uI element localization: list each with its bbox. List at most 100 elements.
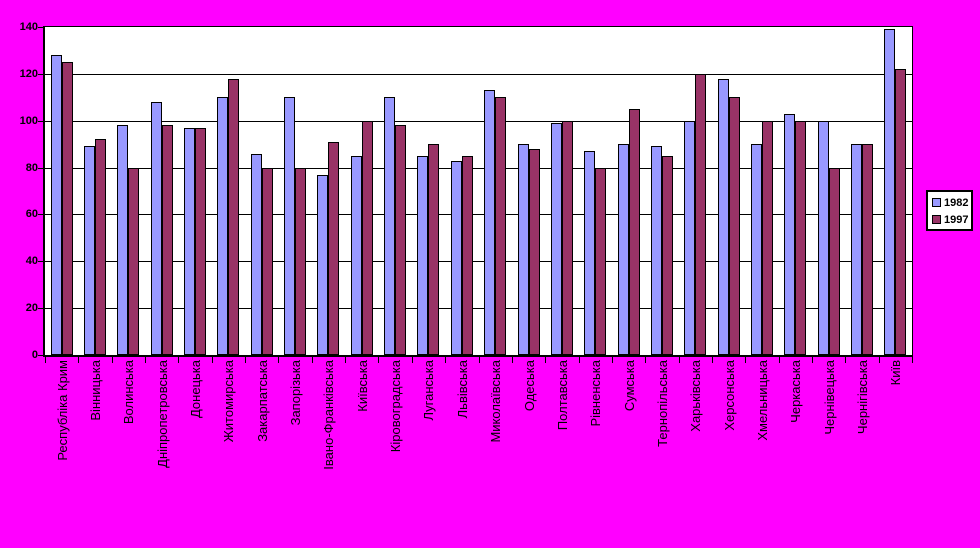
- legend-label-series-1: 1997: [944, 213, 969, 226]
- x-axis-tick-26: [912, 355, 913, 363]
- x-axis-label-18: Тернопільська: [655, 360, 670, 447]
- x-axis-tick-25: [879, 355, 880, 363]
- x-axis-label-4: Донецька: [188, 360, 203, 419]
- x-axis-tick-9: [345, 355, 346, 363]
- x-axis-label-12: Львівська: [455, 360, 470, 419]
- bar-1997-15: [562, 121, 573, 355]
- gridline-120: [45, 74, 912, 75]
- bar-1997-0: [62, 62, 73, 355]
- x-axis-label-20: Херсонська: [722, 360, 737, 431]
- x-axis-label-6: Закарпатська: [255, 360, 270, 442]
- x-axis-label-8: Івано-Франківська: [321, 360, 336, 470]
- bar-1982-7: [284, 97, 295, 355]
- x-axis-label-3: Дніпропетровська: [155, 360, 170, 468]
- x-axis-tick-1: [78, 355, 79, 363]
- y-axis-label-140: 140: [19, 21, 38, 33]
- x-axis-tick-12: [445, 355, 446, 363]
- x-axis-tick-4: [178, 355, 179, 363]
- x-axis-label-25: Київ: [888, 360, 903, 386]
- gridline-60: [45, 214, 912, 215]
- x-axis-tick-10: [378, 355, 379, 363]
- y-axis-tick-0: [38, 355, 45, 356]
- x-axis-label-10: Кіровоградська: [388, 360, 403, 453]
- y-axis-tick-20: [38, 308, 45, 309]
- x-axis-label-16: Рівненська: [588, 360, 603, 427]
- bar-1982-11: [417, 156, 428, 355]
- legend: 1982 1997: [926, 190, 973, 231]
- x-axis-label-14: Одеська: [522, 360, 537, 412]
- y-axis-tick-60: [38, 214, 45, 215]
- bar-1982-3: [151, 102, 162, 355]
- y-axis-tick-80: [38, 168, 45, 169]
- x-axis-label-13: Миколаївська: [488, 360, 503, 443]
- x-axis-label-15: Полтавська: [555, 360, 570, 431]
- bar-1982-20: [718, 79, 729, 355]
- x-axis-tick-16: [579, 355, 580, 363]
- y-axis-label-60: 60: [25, 208, 38, 220]
- y-axis-label-20: 20: [25, 302, 38, 314]
- x-axis-tick-22: [779, 355, 780, 363]
- y-axis-label-0: 0: [31, 349, 38, 361]
- bar-1982-9: [351, 156, 362, 355]
- bar-1997-20: [729, 97, 740, 355]
- bar-1997-7: [295, 168, 306, 355]
- x-axis-tick-15: [545, 355, 546, 363]
- x-axis-tick-2: [112, 355, 113, 363]
- bar-1997-14: [529, 149, 540, 355]
- bar-1997-9: [362, 121, 373, 355]
- bar-1997-3: [162, 125, 173, 355]
- bar-1997-24: [862, 144, 873, 355]
- bar-1997-8: [328, 142, 339, 355]
- bar-1997-2: [128, 168, 139, 355]
- x-axis-tick-3: [145, 355, 146, 363]
- bar-1982-0: [51, 55, 62, 355]
- y-axis-label-80: 80: [25, 162, 38, 174]
- bar-1982-22: [784, 114, 795, 355]
- y-axis-label-100: 100: [19, 115, 38, 127]
- bar-1997-10: [395, 125, 406, 355]
- bar-1997-17: [629, 109, 640, 355]
- bar-1997-23: [829, 168, 840, 355]
- x-axis-label-5: Житомирська: [221, 360, 236, 443]
- bar-1982-8: [317, 175, 328, 355]
- bar-1982-16: [584, 151, 595, 355]
- bar-1982-21: [751, 144, 762, 355]
- x-axis-tick-7: [278, 355, 279, 363]
- y-axis-label-120: 120: [19, 68, 38, 80]
- x-axis-tick-6: [245, 355, 246, 363]
- x-axis-tick-21: [745, 355, 746, 363]
- x-axis-tick-13: [479, 355, 480, 363]
- legend-swatch-1997-icon: [932, 215, 941, 224]
- x-axis-tick-5: [212, 355, 213, 363]
- bar-1982-14: [518, 144, 529, 355]
- bar-1997-4: [195, 128, 206, 355]
- bar-1997-19: [695, 74, 706, 355]
- bar-1982-19: [684, 121, 695, 355]
- legend-label-series-0: 1982: [944, 196, 969, 209]
- bar-1997-21: [762, 121, 773, 355]
- bar-1982-23: [818, 121, 829, 355]
- gridline-20: [45, 308, 912, 309]
- plot-area: [43, 26, 913, 357]
- bar-1982-2: [117, 125, 128, 355]
- gridline-100: [45, 121, 912, 122]
- x-axis-label-23: Чернівецька: [822, 360, 837, 435]
- bar-1982-6: [251, 154, 262, 355]
- bar-1982-5: [217, 97, 228, 355]
- bar-1982-10: [384, 97, 395, 355]
- bar-1997-22: [795, 121, 806, 355]
- legend-item-series-1: 1997: [932, 213, 971, 226]
- bar-1997-16: [595, 168, 606, 355]
- x-axis-tick-23: [812, 355, 813, 363]
- gridline-80: [45, 168, 912, 169]
- x-axis-tick-24: [845, 355, 846, 363]
- bar-1982-17: [618, 144, 629, 355]
- y-axis-tick-100: [38, 121, 45, 122]
- bar-1982-13: [484, 90, 495, 355]
- x-axis-label-21: Хмельницька: [755, 360, 770, 441]
- bar-1982-4: [184, 128, 195, 355]
- bar-1997-5: [228, 79, 239, 355]
- x-axis-tick-20: [712, 355, 713, 363]
- bar-1982-1: [84, 146, 95, 355]
- y-axis-tick-40: [38, 261, 45, 262]
